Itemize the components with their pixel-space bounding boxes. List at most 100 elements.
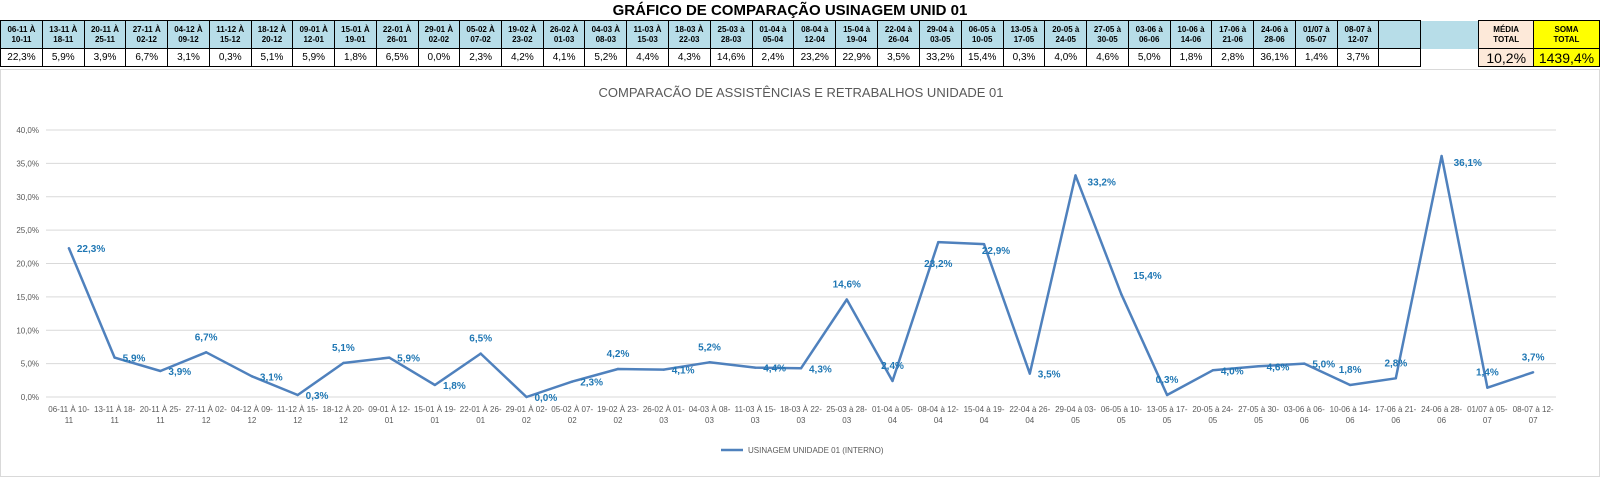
header-text: 19-02 À bbox=[508, 24, 537, 34]
period-value-cell: 1,4% bbox=[1294, 48, 1338, 67]
x-tick-label: 22-04 à 26- bbox=[1009, 405, 1050, 414]
x-tick-label: 27-11 À 02- bbox=[186, 405, 228, 414]
x-tick-label: 11-03 À 15- bbox=[735, 405, 777, 414]
header-text: 20-05 à bbox=[1052, 24, 1080, 34]
header-text: 05-07 bbox=[1306, 34, 1327, 44]
header-text: 05-02 À bbox=[466, 24, 495, 34]
data-point bbox=[1440, 154, 1443, 158]
x-tick-label: 06 bbox=[1346, 416, 1355, 425]
data-point bbox=[67, 246, 71, 250]
period-header-cell: 17-06 à 21-06 bbox=[1211, 20, 1255, 49]
x-tick-label: 05 bbox=[1117, 416, 1126, 425]
data-label: 2,8% bbox=[1384, 358, 1407, 369]
x-tick-label: 02 bbox=[522, 416, 531, 425]
x-tick-label: 12 bbox=[202, 416, 211, 425]
period-value-cell: 3,5% bbox=[877, 48, 920, 67]
header-text: 20-11 À bbox=[90, 24, 120, 34]
data-label: 23,2% bbox=[924, 259, 952, 270]
data-point bbox=[1211, 369, 1215, 372]
x-tick-label: 06-11 À 10- bbox=[48, 405, 90, 414]
header-text: 17-05 bbox=[1013, 34, 1035, 44]
data-label: 5,1% bbox=[332, 343, 355, 354]
header-text: 27-05 à bbox=[1093, 24, 1122, 34]
period-header-cell: 22-01 À 26-01 bbox=[375, 20, 419, 49]
data-label: 4,6% bbox=[1267, 362, 1290, 373]
x-tick-label: 29-01 À 02- bbox=[506, 405, 548, 414]
x-tick-label: 03 bbox=[842, 416, 851, 425]
period-value-cell: 1,8% bbox=[334, 48, 377, 67]
period-value-cell: 22,3% bbox=[0, 48, 43, 67]
y-tick-label: 10,0% bbox=[16, 326, 39, 335]
x-tick-label: 27-05 à 30- bbox=[1238, 405, 1279, 414]
x-tick-label: 05 bbox=[1208, 416, 1217, 425]
data-label: 22,9% bbox=[982, 246, 1010, 257]
data-label: 1,8% bbox=[443, 381, 466, 392]
x-tick-label: 08-07 à 12- bbox=[1513, 405, 1554, 414]
period-header-cell: 20-11 À 25-11 bbox=[83, 20, 127, 49]
period-header-cell: 27-05 à 30-05 bbox=[1086, 20, 1129, 49]
header-text: 23-02 bbox=[512, 34, 533, 44]
x-tick-label: 02 bbox=[568, 416, 577, 425]
period-header-cell: 24-06 à 28-06 bbox=[1253, 20, 1296, 49]
header-text: 12-04 bbox=[804, 34, 825, 44]
header-text: 09-01 À bbox=[299, 24, 328, 34]
gap-cell bbox=[1420, 20, 1480, 49]
header-text: 29-04 à bbox=[926, 24, 954, 34]
x-tick-label: 03-06 à 06- bbox=[1284, 405, 1325, 414]
media-total-header: MÉDIA TOTAL bbox=[1478, 20, 1534, 49]
period-value-cell: 15,4% bbox=[960, 48, 1004, 67]
period-header-cell: 05-02 À 07-02 bbox=[459, 20, 502, 49]
x-tick-label: 08-04 à 12- bbox=[918, 405, 959, 414]
header-text: SOMA bbox=[1554, 24, 1579, 34]
x-tick-label: 04 bbox=[1025, 416, 1034, 425]
y-tick-label: 0,0% bbox=[21, 393, 39, 402]
header-text: 05-04 bbox=[762, 34, 784, 44]
x-tick-label: 12 bbox=[339, 416, 348, 425]
period-header-cell: 26-02 À 01-03 bbox=[542, 20, 586, 49]
period-header-cell: 06-05 à 10-05 bbox=[960, 20, 1004, 49]
data-point bbox=[479, 352, 482, 355]
data-point bbox=[891, 379, 894, 383]
x-tick-label: 07 bbox=[1529, 416, 1538, 425]
header-text: 10-11 bbox=[11, 34, 32, 44]
x-tick-label: 13-11 À 18- bbox=[94, 405, 136, 414]
header-text: 18-11 bbox=[53, 34, 74, 44]
period-header-cell: 19-02 À 23-02 bbox=[500, 20, 544, 49]
header-text: 12-07 bbox=[1347, 34, 1369, 44]
period-value-cell: 22,9% bbox=[835, 48, 879, 67]
data-label: 5,9% bbox=[397, 354, 420, 365]
header-text: 03-06 à bbox=[1135, 24, 1163, 34]
x-tick-label: 04 bbox=[980, 416, 989, 425]
header-text: 19-04 bbox=[846, 34, 867, 44]
period-header-cell: 09-01 À 12-01 bbox=[292, 20, 336, 49]
x-tick-label: 03 bbox=[797, 416, 806, 425]
data-label: 0,3% bbox=[1156, 375, 1179, 386]
x-tick-label: 12 bbox=[293, 416, 302, 425]
y-tick-label: 35,0% bbox=[16, 159, 39, 168]
data-point bbox=[754, 366, 757, 369]
header-text: 15-03 bbox=[637, 34, 658, 44]
data-point bbox=[159, 369, 162, 373]
x-tick-label: 04-03 À 08- bbox=[689, 405, 731, 414]
period-value-cell: 5,9% bbox=[292, 48, 336, 67]
data-label: 33,2% bbox=[1088, 177, 1116, 188]
data-label: 4,0% bbox=[1221, 366, 1244, 377]
period-header-cell: 10-06 à 14-06 bbox=[1169, 20, 1213, 49]
period-value-cell: 4,2% bbox=[500, 48, 544, 67]
header-text: 24-05 bbox=[1055, 34, 1076, 44]
period-header-cell: 18-12 À 20-12 bbox=[250, 20, 294, 49]
period-value-cell: 2,4% bbox=[751, 48, 795, 67]
legend-label: USINAGEM UNIDADE 01 (INTERNO) bbox=[748, 446, 884, 455]
x-tick-label: 06 bbox=[1391, 416, 1400, 425]
data-point bbox=[1394, 377, 1398, 380]
header-text: 06-06 bbox=[1138, 34, 1160, 44]
period-value-cell: 4,4% bbox=[626, 48, 669, 67]
header-text: 12-01 bbox=[303, 34, 324, 44]
data-label: 3,1% bbox=[260, 372, 283, 383]
period-value-cell: 0,0% bbox=[417, 48, 461, 67]
header-text: 26-02 À bbox=[549, 24, 579, 34]
period-value-cell: 3,9% bbox=[83, 48, 127, 67]
header-text: 04-12 À bbox=[174, 24, 203, 34]
period-value-row: 22,3% 5,9% 3,9% 6,7% 3,1% 0,3% 5,1% 5,9% 1,8% 6,5… bbox=[0, 48, 1600, 67]
x-tick-label: 03 bbox=[705, 416, 714, 425]
